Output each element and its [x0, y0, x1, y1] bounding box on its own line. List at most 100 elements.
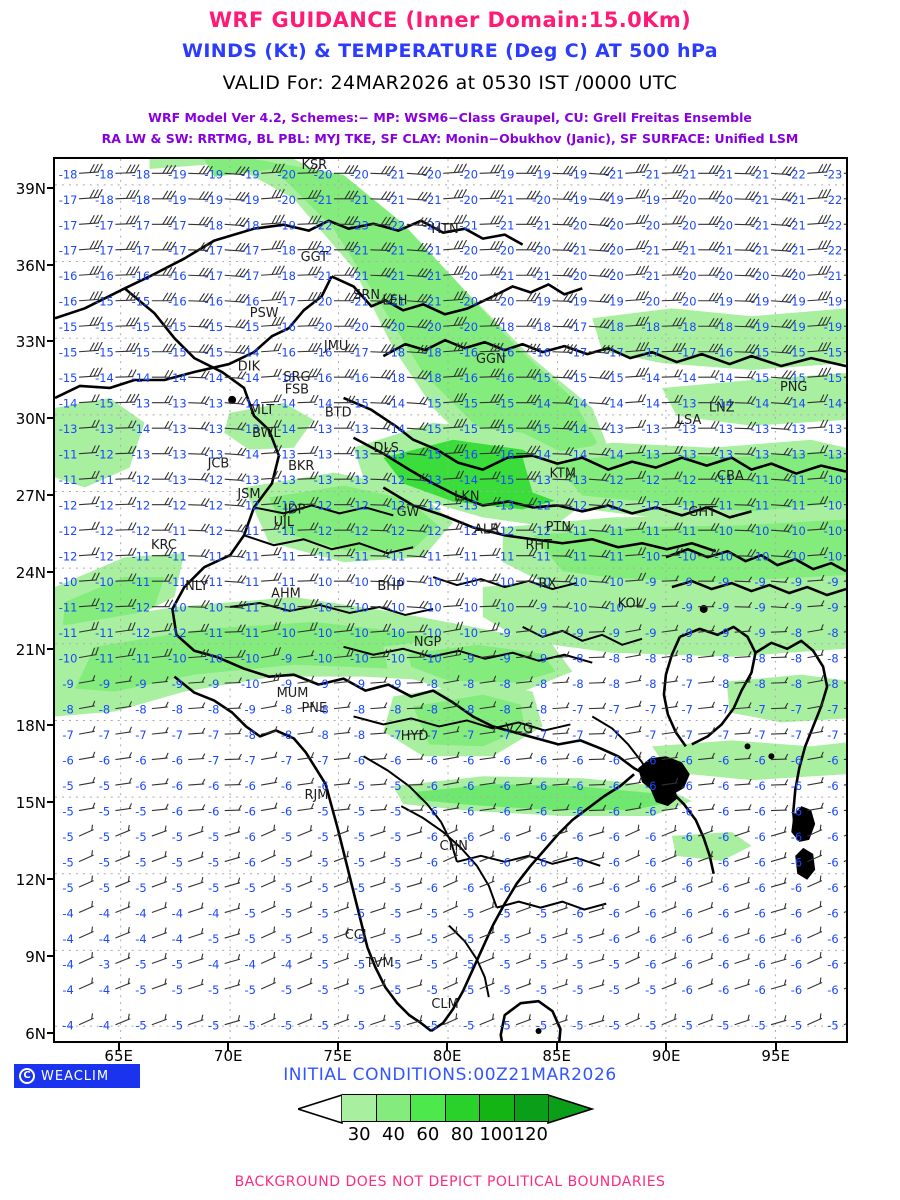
- temperature-value: -10: [277, 626, 296, 640]
- temperature-value: -5: [791, 1019, 802, 1033]
- temperature-value: -21: [714, 167, 733, 181]
- temperature-value: -10: [787, 550, 806, 564]
- temperature-value: -17: [241, 244, 260, 258]
- temperature-value: -10: [569, 601, 588, 615]
- wind-barb: [622, 1012, 642, 1026]
- temperature-value: -4: [62, 958, 73, 972]
- temperature-value: -10: [314, 652, 333, 666]
- temperature-value: -20: [678, 218, 697, 232]
- temperature-value: -5: [572, 983, 583, 997]
- temperature-value: -5: [354, 856, 365, 870]
- temperature-value: -6: [682, 932, 693, 946]
- wind-barb: [770, 804, 789, 812]
- wind-barb: [622, 951, 642, 965]
- temperature-value: -14: [387, 422, 406, 436]
- city-label: CCJ: [345, 928, 367, 943]
- wind-barb: [259, 700, 279, 710]
- wind-barb: [331, 825, 351, 837]
- city-label: KOL: [618, 597, 644, 612]
- temperature-value: -6: [572, 856, 583, 870]
- temperature-value: -7: [208, 754, 219, 768]
- map-plot-area[interactable]: -18 -18 -18 -19 -19 -19 -20 -20 -20 -21 -20 -20 -19 -…: [53, 157, 848, 1043]
- model-scheme-line-1: WRF Model Ver 4.2, Schemes:− MP: WSM6−Cl…: [148, 110, 752, 125]
- temperature-value: -5: [135, 1019, 146, 1033]
- wind-barb: [440, 900, 460, 914]
- wind-barb: [769, 1014, 788, 1026]
- temperature-value: -21: [423, 244, 442, 258]
- temperature-value: -7: [754, 728, 765, 742]
- wind-barb: [477, 901, 496, 914]
- temperature-value: -6: [499, 856, 510, 870]
- temperature-value: -14: [569, 422, 588, 436]
- wind-barb: [149, 1013, 169, 1026]
- lat-tick: [47, 494, 55, 496]
- city-label: KTM: [549, 467, 576, 482]
- temperature-value: -23: [824, 167, 843, 181]
- lon-tick-label: 75E: [323, 1047, 352, 1065]
- temperature-value: -6: [827, 907, 838, 921]
- temperature-value: -7: [208, 728, 219, 742]
- wind-barb: [695, 876, 715, 888]
- temperature-value: -10: [314, 575, 333, 589]
- temperature-value: -8: [827, 677, 838, 691]
- temperature-value: -10: [751, 550, 770, 564]
- temperature-value: -15: [95, 295, 114, 309]
- weaclim-logo[interactable]: C WEACLIM: [14, 1064, 140, 1088]
- temperature-value: -8: [791, 652, 802, 666]
- temperature-value: -5: [208, 830, 219, 844]
- temperature-value: -6: [754, 881, 765, 895]
- temperature-value: -18: [714, 320, 733, 334]
- wind-barb: [331, 901, 351, 914]
- temperature-value: -17: [569, 320, 588, 334]
- temperature-value: -10: [532, 575, 551, 589]
- temperature-value: -19: [714, 295, 733, 309]
- temperature-value: -17: [132, 244, 151, 258]
- page-title: WRF GUIDANCE (Inner Domain:15.0Km): [208, 8, 692, 32]
- temperature-value: -20: [459, 269, 478, 283]
- wind-barb: [588, 753, 607, 761]
- temperature-value: -21: [787, 244, 806, 258]
- wind-barb: [550, 978, 570, 990]
- windspeed-colorbar[interactable]: 30 40 60 80 100 120: [298, 1094, 603, 1146]
- wind-barb: [588, 677, 607, 684]
- wind-barb: [222, 928, 242, 939]
- temperature-value: -10: [241, 677, 260, 691]
- temperature-value: -7: [791, 703, 802, 717]
- wind-barb: [841, 824, 846, 837]
- wind-barb: [332, 777, 352, 786]
- wind-barb: [258, 1012, 278, 1026]
- temperature-value: -18: [532, 320, 551, 334]
- temperature-value: -12: [496, 524, 515, 538]
- wind-barb: [588, 651, 607, 659]
- temperature-value: -15: [168, 346, 187, 360]
- temperature-value: -12: [459, 524, 478, 538]
- temperature-value: -15: [204, 346, 223, 360]
- temperature-value: -14: [168, 371, 187, 385]
- temperature-value: -14: [678, 371, 697, 385]
- temperature-value: -19: [569, 193, 588, 207]
- wind-barb: [186, 1014, 205, 1026]
- lat-tick: [47, 1031, 55, 1034]
- wind-barb: [440, 875, 460, 888]
- temperature-value: -6: [609, 881, 620, 895]
- wind-barb: [223, 727, 243, 735]
- temperature-value: -12: [95, 524, 114, 538]
- temperature-value: -20: [678, 193, 697, 207]
- temperature-value: -5: [244, 1019, 255, 1033]
- lon-tick: [446, 1043, 449, 1051]
- wind-barb: [259, 776, 279, 786]
- temperature-value: -21: [314, 193, 333, 207]
- temperature-value: -19: [532, 295, 551, 309]
- colorbar-segment: [342, 1094, 376, 1122]
- wind-barb: [659, 977, 678, 990]
- temperature-value: -6: [645, 779, 656, 793]
- temperature-value: -14: [714, 397, 733, 411]
- temperature-value: -21: [714, 244, 733, 258]
- temperature-value: -12: [678, 473, 697, 487]
- wind-barb: [660, 675, 680, 684]
- wind-barb: [296, 802, 315, 812]
- city-label: KSR: [301, 159, 327, 173]
- wind-barb: [659, 875, 678, 888]
- lat-tick: [47, 878, 55, 881]
